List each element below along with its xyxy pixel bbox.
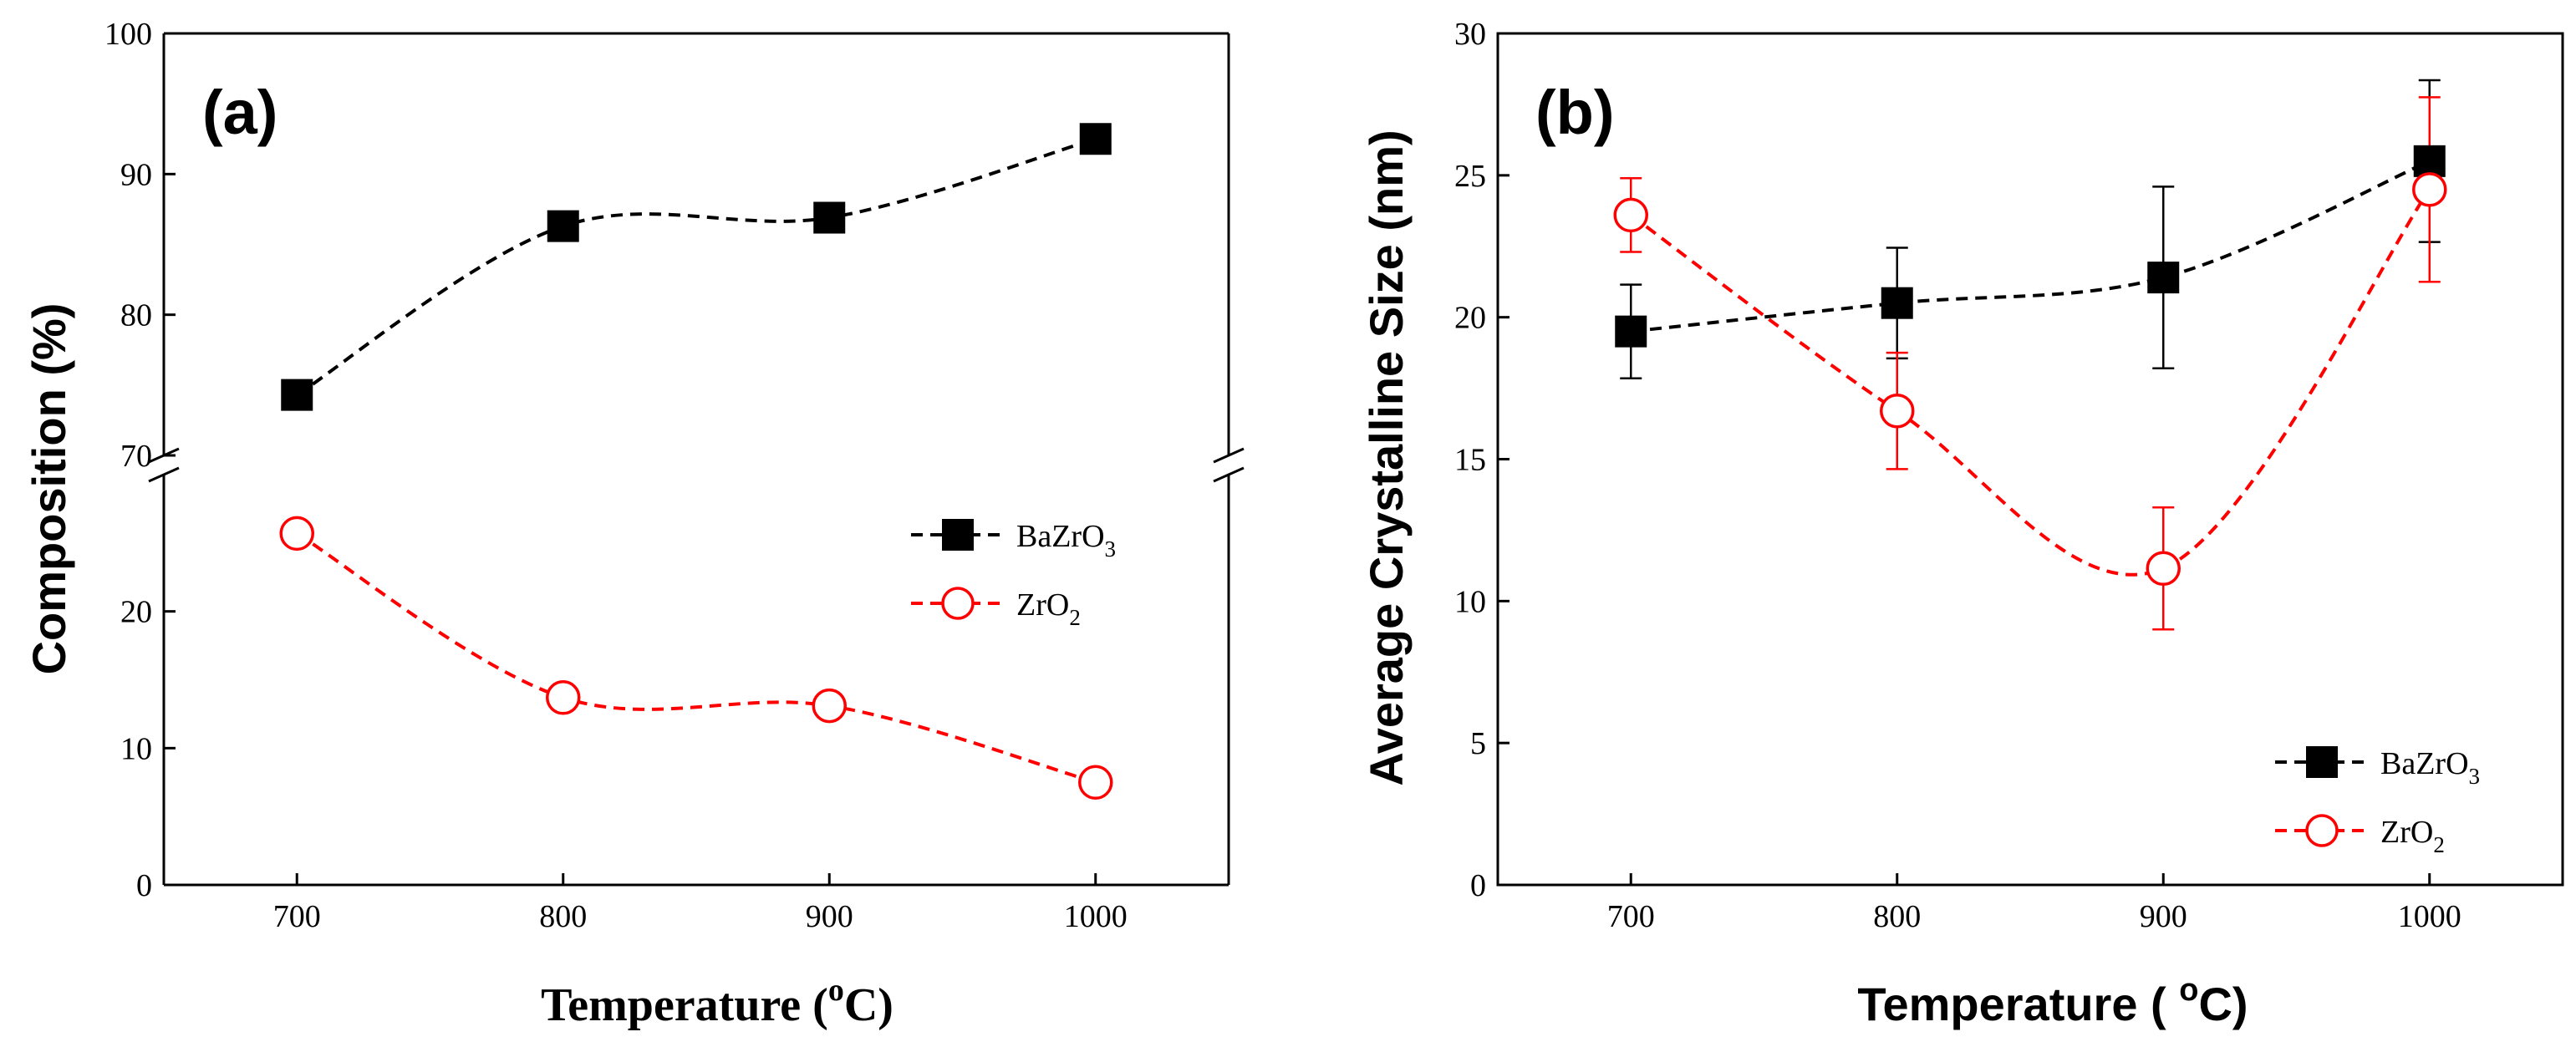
axis-break-mark [148,466,180,483]
panel-b-point-zro2 [2146,551,2181,587]
panel-b-markers [1613,145,2447,587]
panel-b-line-bazro3 [1631,160,2431,333]
y-tick-label: 80 [120,298,152,333]
x-tick-label: 900 [806,899,853,934]
panel-a-legend: BaZrO3 ZrO2 [911,519,1116,630]
legend-marker-zro2 [941,587,975,620]
x-tick-label: 700 [1607,899,1655,934]
y-tick-label: 20 [120,595,152,630]
x-tick-label: 800 [1873,899,1921,934]
panel-b-line-zro2 [1630,188,2431,577]
panel-a-point-zro2 [1078,765,1113,800]
y-tick-label: 10 [120,731,152,766]
y-tick-label: 30 [1454,17,1486,52]
legend-label-bazro3: BaZrO3 [2380,746,2480,789]
panel-b-ticks: 700 800 900 1000 0 5 10 15 20 25 30 [1454,17,2461,934]
panel-b-y-axis-label: Average Crystalline Size (nm) [1360,130,1413,785]
panel-a-axes [148,32,1245,887]
x-tick-label: 900 [2140,899,2187,934]
panel-b-point-zro2 [1613,197,1648,233]
panel-a-point-bazro3 [281,379,313,411]
panel-a-label: (a) [202,78,277,147]
x-tick-label: 1000 [2398,899,2461,934]
panel-b-point-zro2 [2412,172,2447,207]
y-tick-label: 100 [104,17,152,52]
y-tick-label: 90 [120,157,152,192]
panel-a-point-zro2 [546,680,581,715]
x-tick-label: 700 [273,899,321,934]
x-tick-label: 800 [539,899,587,934]
y-tick-label: 0 [136,868,152,903]
panel-a: (a) Composition (%) Temperature (oC) 700… [23,17,1245,1031]
panel-a-point-zro2 [279,516,314,551]
legend-marker-bazro3 [942,519,974,551]
y-tick-label: 20 [1454,301,1486,336]
legend-label-bazro3: BaZrO3 [1016,519,1116,562]
y-tick-label: 15 [1454,443,1486,478]
y-tick-label: 5 [1470,726,1486,761]
panel-b-x-axis-label: Temperature ( oC) [1857,973,2248,1030]
legend-marker-zro2 [2305,814,2339,847]
panel-a-line-zro2 [296,531,1097,785]
panel-a-series-lines [296,137,1097,785]
axis-break-mark [1213,447,1245,464]
panel-b-error-bars [1620,79,2441,631]
panel-a-line-bazro3 [296,137,1097,397]
x-tick-label: 1000 [1064,899,1128,934]
y-tick-label: 10 [1454,584,1486,619]
panel-b-point-bazro3 [1615,315,1647,348]
panel-a-point-bazro3 [813,201,846,234]
panel-a-point-zro2 [812,688,847,724]
panel-b-legend: BaZrO3 ZrO2 [2275,746,2480,857]
panel-b-series-lines [1630,160,2431,577]
panel-a-y-axis-label: Composition (%) [23,303,75,675]
y-tick-label: 70 [120,439,152,474]
legend-marker-bazro3 [2306,746,2338,778]
panel-b: (b) Average Crystalline Size (nm) Temper… [1360,17,2564,1030]
legend-label-zro2: ZrO2 [2380,815,2445,857]
panel-a-point-bazro3 [547,210,579,242]
y-tick-label: 25 [1454,159,1486,194]
legend-label-zro2: ZrO2 [1016,587,1081,630]
panel-b-point-bazro3 [1881,287,1913,319]
panel-b-point-zro2 [1880,394,1915,429]
panel-b-point-bazro3 [2413,145,2446,177]
panel-a-point-bazro3 [1079,123,1112,155]
panel-a-markers [279,123,1113,800]
axis-break-mark [1213,466,1245,483]
panel-b-label: (b) [1535,78,1615,147]
y-tick-label: 0 [1470,868,1486,903]
panel-a-x-axis-label: Temperature (oC) [541,973,893,1031]
panel-b-point-bazro3 [2147,262,2180,294]
